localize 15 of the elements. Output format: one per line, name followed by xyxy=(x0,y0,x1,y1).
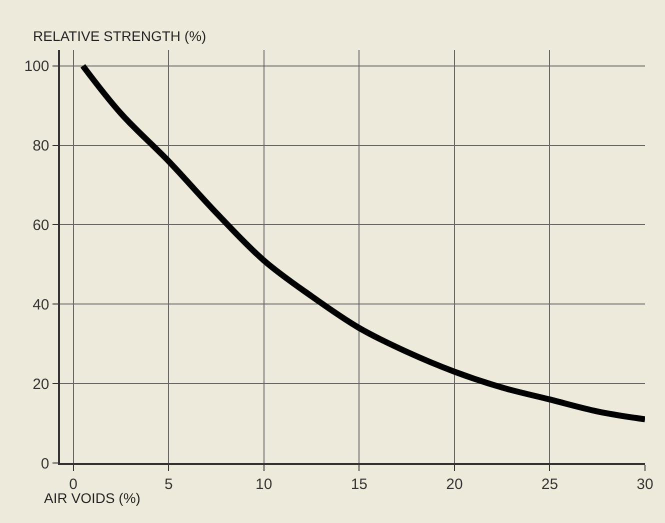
y-tick-label: 40 xyxy=(32,296,50,314)
y-tick-label: 20 xyxy=(32,376,50,393)
x-tick-label: 25 xyxy=(541,476,558,493)
x-tick-label: 30 xyxy=(636,476,654,493)
y-axis-title: RELATIVE STRENGTH (%) xyxy=(33,28,206,44)
x-tick-label: 10 xyxy=(256,476,272,493)
y-tick-label: 80 xyxy=(32,138,50,155)
x-axis-title: AIR VOIDS (%) xyxy=(44,490,140,506)
y-tick-label: 60 xyxy=(32,216,50,234)
y-tick-label: 0 xyxy=(40,455,50,472)
x-tick-label: 20 xyxy=(446,476,463,493)
x-tick-label: 5 xyxy=(164,476,173,493)
x-tick-label: 0 xyxy=(69,476,78,493)
x-tick-label: 15 xyxy=(350,476,368,493)
y-tick-label: 100 xyxy=(24,58,50,76)
